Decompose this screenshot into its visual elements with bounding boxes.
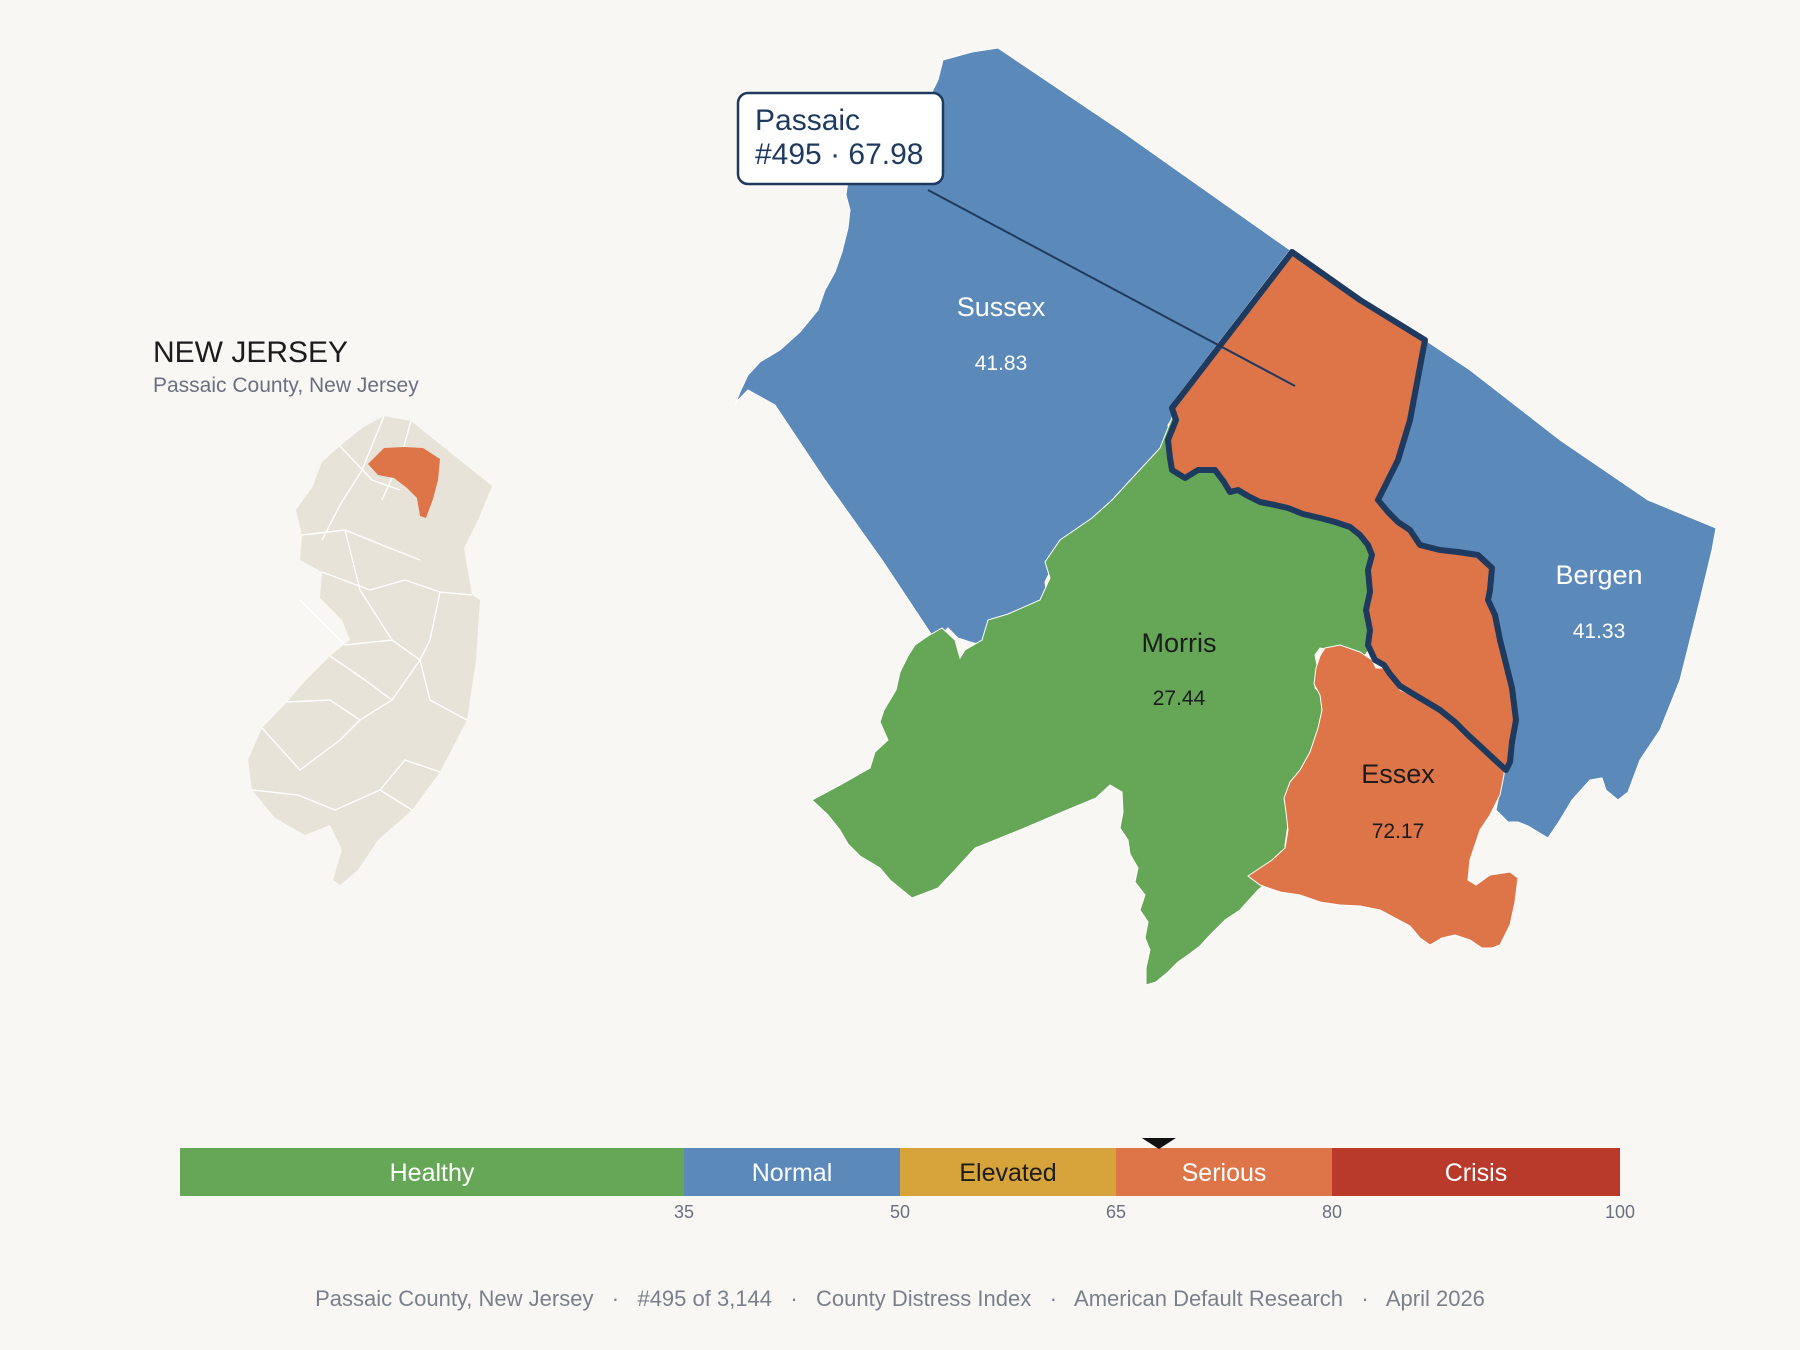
county-label-sussex: Sussex [957,292,1046,322]
inset-state-subtitle: Passaic County, New Jersey [153,374,419,397]
footer-separator: · [1031,1286,1074,1311]
distress-scale-legend: Healthy Normal Elevated Serious Crisis 35 50 65… [180,1138,1635,1222]
county-map: Passaic #495 · 67.98 Sussex 41.83 Morris… [734,47,1717,986]
callout-rank-score: #495 · 67.98 [755,138,923,171]
scale-segment-normal [684,1148,900,1196]
scale-tick-label: 35 [674,1202,694,1222]
county-label-essex: Essex [1361,759,1435,789]
inset-panel: NEW JERSEY Passaic County, New Jersey [153,336,492,885]
footer-item: American Default Research [1074,1286,1343,1311]
footer-separator: · [593,1286,637,1311]
inset-county-lines [251,415,473,811]
footer-separator: · [1343,1286,1386,1311]
footer-separator: · [772,1286,816,1311]
scale-segment-healthy [180,1148,684,1196]
scale-tick-label: 65 [1106,1202,1126,1222]
county-value-bergen: 41.33 [1573,620,1626,643]
callout-leader-line [927,189,1296,387]
inset-passaic-highlight [368,447,440,518]
county-passaic-shape[interactable] [1165,249,1519,773]
scale-segment-label-serious: Serious [1182,1159,1267,1187]
inset-state-title: NEW JERSEY [153,336,348,369]
county-value-essex: 72.17 [1372,820,1425,843]
scale-segment-label-elevated: Elevated [959,1159,1056,1187]
scale-tick-label: 80 [1322,1202,1342,1222]
scale-marker-triangle-icon [1141,1138,1176,1149]
scale-tick-label: 100 [1605,1202,1635,1222]
county-labels: Sussex 41.83 Morris 27.44 Bergen 41.33 E… [957,292,1643,843]
scale-segment-label-crisis: Crisis [1445,1159,1508,1187]
footer-item: #495 of 3,144 [637,1286,772,1311]
scale-segment-label-normal: Normal [752,1159,833,1187]
footer-item: Passaic County, New Jersey [315,1286,593,1311]
callout-box [736,91,945,186]
inset-state-map [248,415,492,885]
footer-credit-line: Passaic County, New Jersey · #495 of 3,1… [315,1286,1485,1311]
scale-tick-label: 50 [890,1202,910,1222]
scale-segment-crisis [1332,1148,1620,1196]
callout-county-name: Passaic [755,104,860,137]
footer-item: April 2026 [1386,1286,1485,1311]
scale-segment-elevated [900,1148,1116,1196]
county-label-morris: Morris [1142,628,1217,658]
callout-tooltip: Passaic #495 · 67.98 [736,91,945,186]
scale-segment-label-healthy: Healthy [390,1159,475,1187]
inset-state-shape [248,416,492,885]
county-value-sussex: 41.83 [975,352,1028,375]
county-label-bergen: Bergen [1555,560,1642,590]
footer-item: County Distress Index [816,1286,1031,1311]
scale-segment-serious [1116,1148,1332,1196]
county-value-morris: 27.44 [1153,687,1206,710]
